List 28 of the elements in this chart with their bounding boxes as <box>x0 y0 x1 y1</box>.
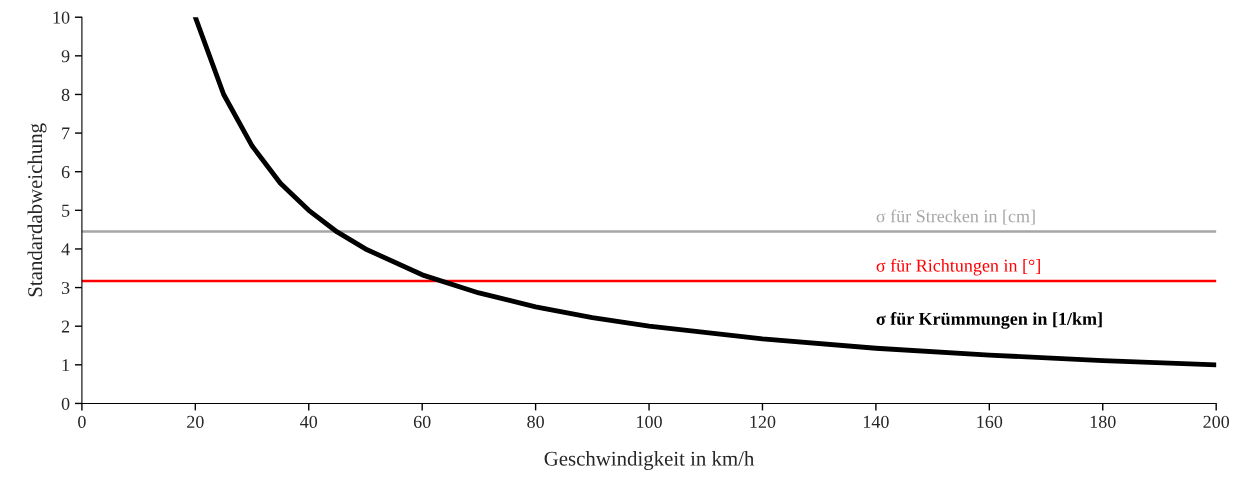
x-tick-label: 100 <box>637 415 662 428</box>
y-tick-label: 9 <box>61 50 70 63</box>
ref-line-label: σ für Strecken in [cm] <box>876 209 1035 225</box>
x-tick-label: 160 <box>977 415 1003 428</box>
y-tick-label: 8 <box>61 88 70 101</box>
y-tick-label: 10 <box>53 11 70 24</box>
x-tick-label: 140 <box>863 415 889 428</box>
series-label: σ für Krümmungen in [1/km] <box>876 312 1102 329</box>
y-tick-label: 3 <box>61 281 70 295</box>
x-tick-label: 20 <box>187 415 204 428</box>
y-tick-label: 0 <box>61 397 70 410</box>
y-tick-label: 7 <box>62 127 70 140</box>
x-axis-title: Geschwindigkeit in km/h <box>544 451 755 471</box>
y-tick-label: 1 <box>62 359 70 372</box>
x-tick-label: 60 <box>413 415 431 428</box>
x-tick-label: 0 <box>78 415 86 428</box>
y-tick-label: 4 <box>61 243 70 256</box>
ref-line-label: σ für Richtungen in [°] <box>876 258 1040 276</box>
x-tick-label: 200 <box>1203 415 1230 428</box>
x-tick-label: 40 <box>300 415 318 428</box>
x-tick-label: 120 <box>750 415 776 428</box>
y-tick-label: 5 <box>62 204 70 217</box>
y-tick-label: 2 <box>61 320 70 333</box>
x-tick-label: 80 <box>527 415 544 428</box>
y-axis-title: Standardabweichung <box>27 123 47 297</box>
line-series <box>192 17 1217 368</box>
x-tick-label: 180 <box>1090 415 1116 428</box>
y-tick-label: 6 <box>61 166 70 179</box>
